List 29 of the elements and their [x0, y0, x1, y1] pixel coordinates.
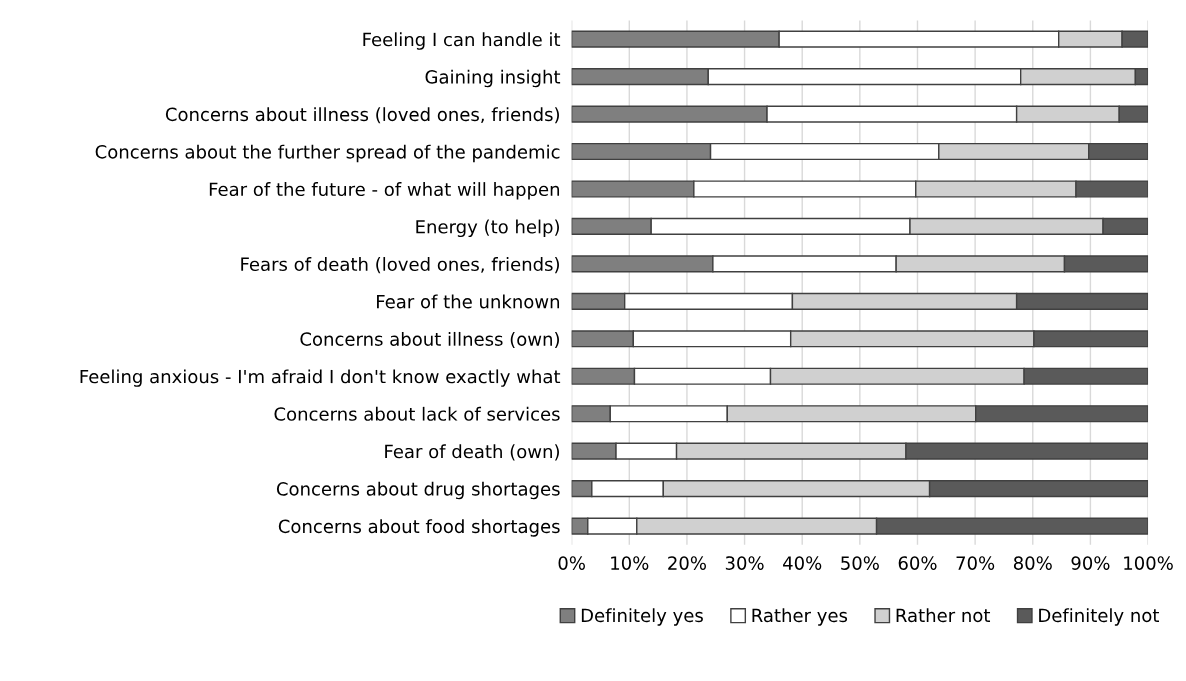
y-tick-label: Fears of death (loved ones, friends): [241, 257, 559, 274]
x-tick-label: 20%: [668, 556, 706, 570]
y-tick-label: Fear of the future - of what will happen: [209, 182, 560, 200]
legend-label: Rather yes: [752, 608, 848, 626]
x-tick-label: 90%: [1071, 556, 1110, 570]
x-tick-label: 50%: [841, 556, 879, 570]
x-tick-label: 0%: [558, 556, 585, 570]
legend-label: Definitely not: [1039, 608, 1160, 626]
y-tick-label: Fear of the unknown: [377, 294, 560, 309]
x-tick-label: 100%: [1124, 556, 1173, 570]
x-tick-label: 70%: [956, 556, 995, 570]
x-tick-label: 40%: [783, 556, 822, 570]
y-tick-label: Concerns about illness (own): [300, 331, 559, 349]
x-tick-label: 10%: [611, 556, 649, 570]
legend-label: Rather not: [896, 608, 991, 623]
x-tick-label: 80%: [1013, 556, 1052, 570]
y-tick-label: Concerns about lack of services: [274, 406, 560, 421]
y-tick-label: Concerns about drug shortages: [276, 481, 560, 500]
y-tick-label: Concerns about the further spread of the pandemic: [95, 144, 560, 163]
y-tick-label: Fear of death (own): [385, 444, 559, 461]
y-tick-label: Energy (to help): [416, 219, 559, 238]
y-tick-label: Concerns about food shortages: [278, 519, 560, 537]
y-tick-label: Feeling anxious - I'm afraid I don't know exactly what: [80, 369, 561, 387]
x-tick-label: 60%: [898, 556, 937, 570]
x-tick-label: 30%: [725, 556, 764, 570]
y-tick-label: Concerns about illness (loved ones, friends): [165, 107, 559, 124]
y-tick-label: Feeling I can handle it: [363, 32, 561, 50]
legend-label: Definitely yes: [581, 608, 703, 626]
y-tick-label: Gaining insight: [425, 69, 561, 88]
